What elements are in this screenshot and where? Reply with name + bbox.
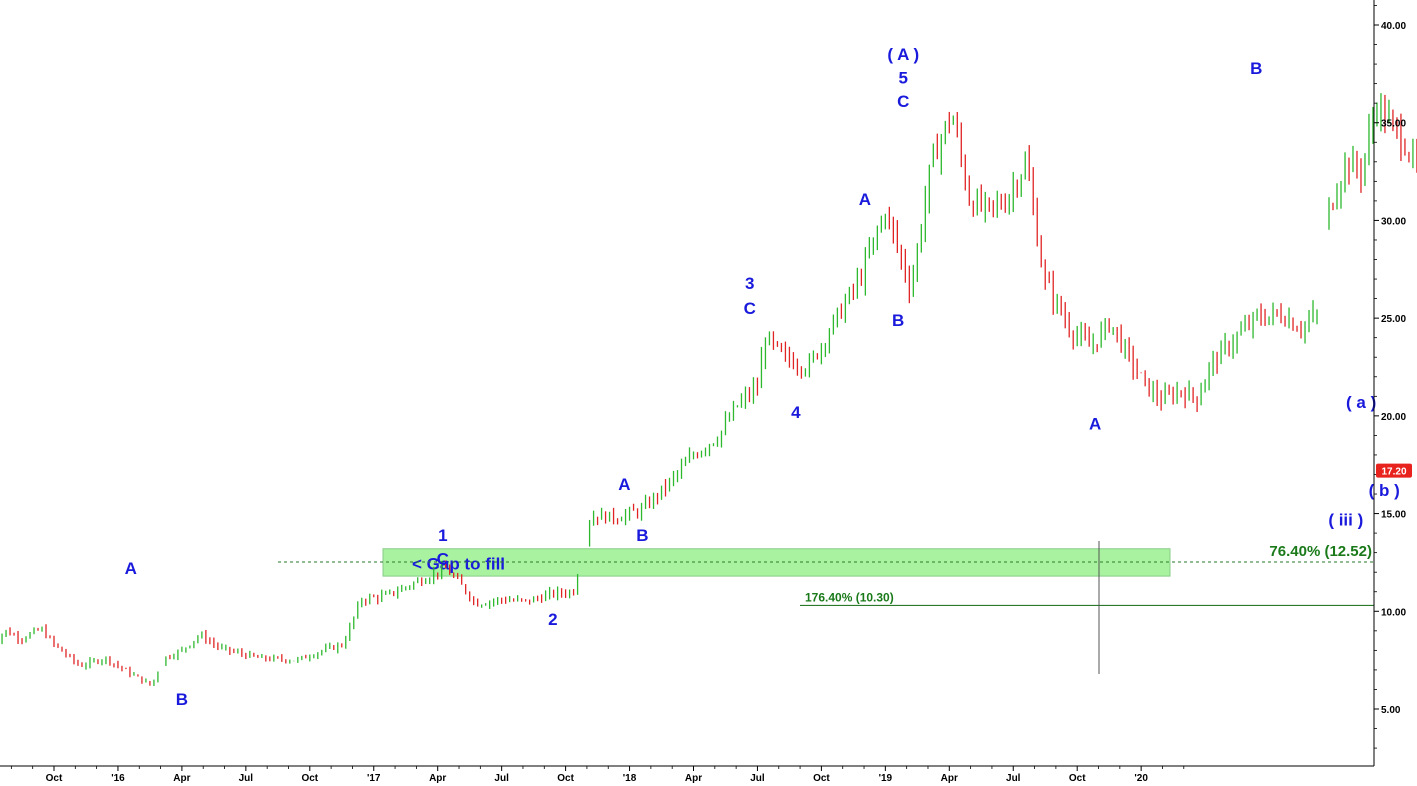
wave-label: ( a ) — [1346, 393, 1376, 412]
x-tick-label: '17 — [367, 773, 381, 784]
wave-label: B — [636, 526, 648, 545]
wave-label: A — [125, 559, 137, 578]
wave-label: B — [1250, 59, 1262, 78]
wave-label: C — [897, 92, 909, 111]
x-tick-label: Oct — [813, 773, 830, 784]
wave-label: 5 — [899, 69, 908, 88]
wave-label: 1 — [438, 526, 447, 545]
x-tick-label: '20 — [1134, 773, 1148, 784]
wave-label: B — [892, 311, 904, 330]
last-price-value: 17.20 — [1381, 467, 1406, 478]
last-price-tag — [1376, 463, 1412, 478]
plot-background — [0, 0, 1374, 766]
x-tick-label: Jul — [494, 773, 509, 784]
x-tick-label: Apr — [685, 773, 702, 784]
plot-area — [0, 0, 1374, 766]
wave-label: ( b ) — [1369, 481, 1400, 500]
wave-label: A — [618, 475, 630, 494]
y-tick-label: 15.00 — [1381, 510, 1406, 521]
price-bars-layer — [1, 93, 1417, 686]
wave-label: A — [1089, 415, 1101, 434]
x-tick-label: Oct — [301, 773, 318, 784]
wave-label: ( iii ) — [1328, 510, 1363, 529]
y-tick-label: 20.00 — [1381, 412, 1406, 423]
x-tick-label: Apr — [173, 773, 190, 784]
x-tick-label: '16 — [111, 773, 125, 784]
y-tick-label: 25.00 — [1381, 314, 1406, 325]
y-tick-label: 35.00 — [1381, 119, 1406, 130]
y-tick-label: 5.00 — [1381, 705, 1401, 716]
wave-label: C — [744, 299, 756, 318]
x-tick-label: Apr — [941, 773, 958, 784]
wave-label: 4 — [791, 403, 801, 422]
wave-label: ( A ) — [887, 45, 919, 64]
fib-level-label: 76.40% (12.52) — [1269, 543, 1372, 560]
gap-to-fill-label: < Gap to fill — [412, 554, 505, 573]
y-tick-label: 30.00 — [1381, 216, 1406, 227]
x-tick-label: Oct — [46, 773, 63, 784]
x-tick-label: Jul — [750, 773, 765, 784]
x-tick-label: '19 — [879, 773, 893, 784]
x-tick-label: '18 — [623, 773, 637, 784]
x-tick-label: Apr — [429, 773, 446, 784]
x-tick-label: Jul — [1006, 773, 1021, 784]
x-tick-label: Oct — [557, 773, 574, 784]
x-tick-label: Oct — [1069, 773, 1086, 784]
wave-label: 3 — [745, 274, 754, 293]
fib-level-label: 176.40% (10.30) — [805, 590, 894, 604]
y-tick-label: 10.00 — [1381, 607, 1406, 618]
wave-label: 2 — [548, 610, 557, 629]
fib-levels-layer: 76.40% (12.52) 176.40% (10.30) — [278, 541, 1374, 674]
x-tick-label: Jul — [239, 773, 254, 784]
wave-label: B — [176, 690, 188, 709]
y-tick-label: 40.00 — [1381, 21, 1406, 32]
wave-label: C — [437, 549, 449, 568]
wave-label: A — [859, 190, 871, 209]
